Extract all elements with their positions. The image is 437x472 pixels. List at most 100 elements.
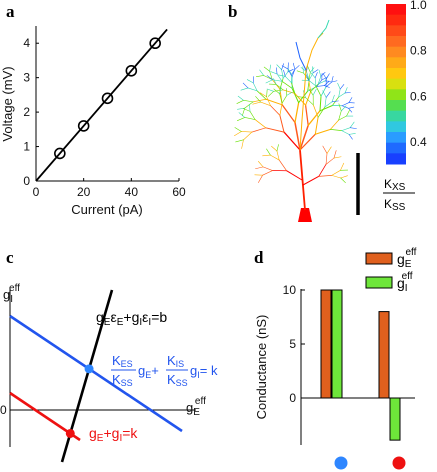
- dendrite-segment: [340, 175, 348, 179]
- dendrite-segment: [322, 145, 328, 154]
- dendrite-segment: [308, 71, 311, 81]
- dendrite-segment: [266, 88, 274, 92]
- dendrite-segment: [283, 69, 286, 77]
- dendrite-segment: [331, 75, 334, 83]
- dendrite-segment: [322, 90, 327, 98]
- dendrite-segment: [318, 69, 322, 77]
- a-data-point: [101, 92, 114, 105]
- dendrite-segment: [310, 72, 316, 79]
- colorbar-segment: [386, 46, 406, 58]
- a-xtick-label: 0: [33, 185, 40, 199]
- a-xlabel: Current (pA): [71, 202, 143, 217]
- svg-text:gE+: gE+: [138, 363, 159, 380]
- d-ytick-label: 5: [289, 337, 296, 351]
- a-xtick-label: 40: [125, 185, 139, 199]
- dendrite-segment: [302, 175, 320, 186]
- dendrite-segment: [304, 104, 309, 126]
- a-ytick-label: 2: [23, 105, 30, 119]
- dendrite-segment: [308, 88, 314, 96]
- dendrite-segment: [279, 114, 285, 133]
- dendrite-segment: [275, 84, 284, 91]
- dendrite-segment: [281, 63, 284, 70]
- dendrite-segment: [242, 82, 249, 89]
- d-bar: [378, 311, 390, 399]
- dendrite-segment: [324, 101, 333, 108]
- dendrite-segment: [324, 81, 330, 86]
- c-xlabel: gEeff: [186, 396, 206, 418]
- colorbar-segment: [386, 78, 406, 90]
- dendrite-segment: [281, 69, 284, 79]
- dendrite-segment: [281, 104, 296, 124]
- d-ytick-label: 10: [283, 283, 297, 297]
- dendrite-segment: [348, 134, 353, 140]
- dendrite-segment: [279, 86, 282, 95]
- dendrite-segment: [236, 117, 246, 121]
- dendrite-segment: [291, 69, 296, 75]
- dendrite-segment: [317, 76, 322, 85]
- d-ytick-label: 0: [289, 391, 296, 405]
- dendrite-segment: [331, 175, 341, 179]
- a-data-point: [54, 147, 66, 160]
- dendrite-segment: [266, 148, 271, 156]
- d-ylabel: Conductance (nS): [254, 315, 269, 420]
- dendrite-segment: [256, 90, 267, 100]
- dendrite-segment: [259, 69, 264, 76]
- dendrite-segment: [235, 139, 244, 143]
- dendrite-segment: [344, 87, 348, 94]
- dendrite-segment: [349, 121, 355, 128]
- dendrite-segment: [316, 79, 323, 87]
- colorbar-segment: [386, 89, 406, 101]
- dendrite-segment: [281, 65, 289, 70]
- dendrite-segment: [325, 91, 331, 98]
- dendrite-segment: [284, 75, 292, 83]
- a-xtick-label: 60: [172, 185, 186, 199]
- dendrite-segment: [341, 127, 351, 131]
- dendrite-segment: [273, 88, 280, 95]
- svg-text:gI= k: gI= k: [190, 363, 218, 380]
- a-ytick-label: 4: [23, 36, 30, 50]
- dendrite-segment: [306, 74, 310, 81]
- d-category-marker: [334, 456, 348, 470]
- panel-c-lines: gIeff gEeff 0 gEεE+gIεI=b KES KSS gE+ KI…: [0, 283, 218, 463]
- dendrite-segment: [308, 72, 314, 81]
- dendrite-segment: [262, 154, 271, 157]
- dendrite-segment: [340, 162, 345, 171]
- dendrite-segment: [243, 100, 254, 103]
- dendrite-segment: [338, 92, 346, 98]
- dendrite-segment: [312, 104, 319, 118]
- dendrite-segment: [270, 154, 280, 161]
- c-eq-black: gEεE+gIεI=b: [96, 309, 167, 328]
- dendrite-segment: [247, 87, 258, 92]
- soma: [298, 208, 312, 222]
- dendrite-segment: [314, 72, 318, 79]
- d-legend-label: gEeff: [397, 247, 417, 270]
- dendrite-segment: [286, 170, 303, 181]
- a-ytick-label: 1: [23, 140, 30, 154]
- dendrite-segment: [315, 85, 322, 97]
- colorbar-segment: [386, 4, 406, 16]
- dendrite-segment: [348, 106, 355, 109]
- dendrite-segment: [236, 100, 244, 104]
- dendrite-segment: [340, 177, 346, 183]
- dendrite-segment: [341, 130, 350, 135]
- dendrite-segment: [252, 82, 258, 92]
- dendrite-segment: [251, 127, 267, 133]
- c-eq-blue: KES KSS gE+ KIS KSS gI= k: [111, 353, 218, 388]
- dendrite-segment: [234, 127, 242, 132]
- dendrite-segment: [317, 106, 326, 118]
- colorbar-tick-label: 0.6: [410, 89, 427, 103]
- dendrite-segment: [317, 80, 326, 85]
- panel-letter-a: a: [6, 2, 15, 21]
- dendrite-segment: [294, 121, 301, 151]
- dendrite-segment: [291, 82, 296, 94]
- dendrite-segment: [348, 108, 353, 113]
- dendrite-segment: [241, 131, 253, 133]
- dendrite-segment: [252, 101, 261, 105]
- colorbar-label: KXS KSS: [383, 177, 415, 213]
- a-ytick-label: 3: [23, 71, 30, 85]
- dendrite-segment: [294, 101, 300, 124]
- dendrite-segment: [333, 150, 337, 159]
- dendrite-segment: [338, 88, 341, 98]
- dendrite-segment: [259, 92, 267, 98]
